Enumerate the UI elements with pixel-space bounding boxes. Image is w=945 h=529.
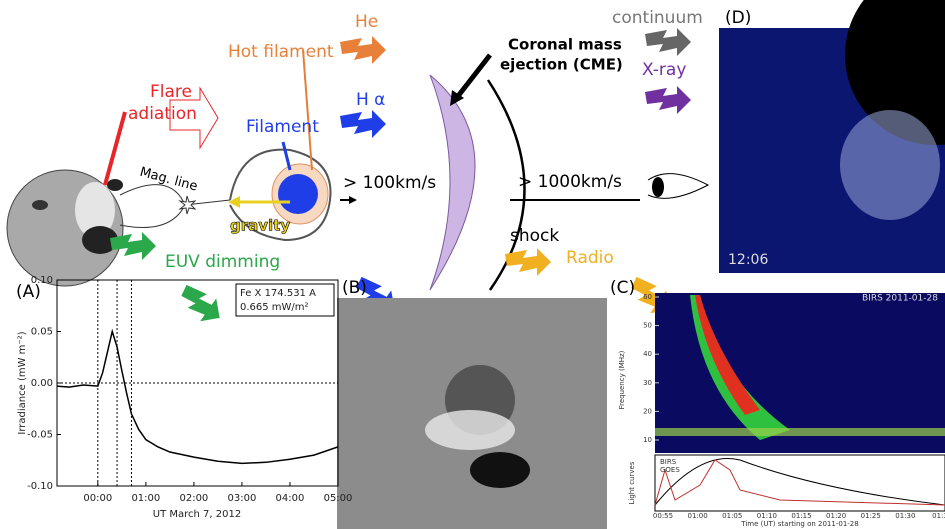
x-tick-label: 00:00 — [83, 493, 112, 504]
y-tick-label: 30 — [643, 379, 652, 387]
x-tick-label: 03:00 — [228, 493, 257, 504]
label: He — [355, 12, 378, 32]
y-tick-label: 0.05 — [31, 327, 53, 338]
legend: 0.665 mW/m² — [240, 302, 309, 313]
x-tick-label: 00:55 — [653, 512, 673, 520]
y-tick-label: -0.05 — [27, 430, 53, 441]
label: Coronal mass — [508, 36, 622, 54]
goes-curve — [654, 458, 945, 506]
x-tick-label: 05:00 — [324, 493, 353, 504]
y-tick-label: 10 — [643, 436, 652, 444]
xray-arrow — [645, 86, 691, 114]
irradiance-line — [56, 328, 339, 465]
flare-arrow — [103, 111, 127, 186]
panel-label: (A) — [16, 282, 41, 302]
light-curve-box — [654, 454, 945, 512]
mag-line — [119, 184, 186, 228]
sunspot — [32, 200, 48, 210]
y-tick-label: 20 — [643, 407, 652, 415]
label: continuum — [612, 8, 703, 28]
panel-label: (C) — [610, 278, 635, 298]
y-tick-label: 50 — [643, 322, 652, 330]
pupil — [652, 177, 664, 197]
label: Filament — [246, 117, 319, 137]
arrow-head — [450, 90, 464, 106]
h-alpha-arrow — [340, 110, 386, 138]
label: H α — [356, 90, 385, 110]
birs-curve — [654, 459, 945, 506]
sunspot — [82, 226, 118, 254]
sunspot — [107, 179, 123, 191]
filament-body — [278, 174, 318, 214]
bright-region — [425, 410, 515, 450]
label: adiation — [128, 104, 197, 124]
dynamic: -0.10 -0.05 0.00 0.05 0.10 00:00 01:00 02:00 03:… — [27, 275, 945, 520]
legend: BIRS — [660, 458, 677, 466]
label: X-ray — [642, 60, 686, 80]
eye — [647, 173, 710, 199]
flare-emission — [169, 86, 219, 150]
label: shock — [510, 226, 559, 246]
label: gravity — [230, 217, 290, 235]
label: Radio — [566, 248, 614, 268]
loop — [229, 148, 332, 242]
label: > 100km/s — [343, 173, 436, 193]
x-tick-label: 01:05 — [722, 512, 742, 520]
filament-arrow — [281, 141, 292, 171]
shock-front — [486, 79, 526, 291]
axis-label: Frequency (MHz) — [618, 350, 626, 409]
y-tick-label: 0.10 — [31, 275, 53, 286]
y-tick-label: 60 — [643, 293, 652, 301]
axis-label: Light curves — [628, 461, 636, 504]
cme-arrow — [453, 53, 492, 102]
burst — [695, 295, 760, 415]
timestamp: 12:06 — [728, 252, 768, 268]
title: BIRS 2011-01-28 — [862, 294, 938, 304]
dark-region — [470, 452, 530, 488]
label: EUV dimming — [165, 252, 280, 272]
label: Mag. line — [138, 165, 199, 195]
panel-label: (B) — [342, 278, 367, 298]
flare-region — [75, 182, 115, 238]
x-tick-label: 01:00 — [131, 493, 160, 504]
legend: GOES — [660, 466, 680, 474]
x-tick-label: 01:25 — [861, 512, 881, 520]
reconnection — [178, 195, 197, 215]
y-tick-label: 40 — [643, 350, 652, 358]
x-tick-label: 01:10 — [757, 512, 777, 520]
x-tick-label: 01:20 — [826, 512, 846, 520]
euv-arrow — [173, 280, 228, 330]
x-tick-label: 01:00 — [688, 512, 708, 520]
axis-label: Irradiance (mW m⁻²) — [17, 331, 28, 434]
y-tick-label: 0.00 — [31, 378, 53, 389]
band — [655, 428, 945, 436]
cme-image — [840, 110, 940, 220]
x-tick-label: 01:15 — [791, 512, 811, 520]
axis-label: Time (UT) starting on 2011-01-28 — [740, 520, 858, 528]
occulter — [845, 0, 945, 145]
panel-label: (D) — [725, 8, 751, 28]
arrow-head — [228, 196, 240, 208]
label: > 1000km/s — [518, 172, 622, 192]
y-tick-label: -0.10 — [27, 481, 53, 492]
legend: Fe X 174.531 A — [240, 288, 316, 299]
label: Hot filament — [228, 42, 334, 62]
arrow-head — [349, 196, 357, 204]
label: Flare — [150, 82, 192, 102]
axis-label: UT March 7, 2012 — [153, 509, 241, 520]
legend-box — [235, 283, 335, 317]
he-arrow — [340, 36, 386, 64]
cme — [429, 74, 476, 291]
x-tick-label: 01:3 — [932, 512, 945, 520]
label: ejection (CME) — [500, 56, 623, 74]
continuum-arrow — [645, 28, 691, 56]
x-tick-label: 04:00 — [276, 493, 305, 504]
x-tick-label: 02:00 — [179, 493, 208, 504]
hot-filament-arrow — [302, 49, 313, 171]
x-tick-label: 01:30 — [895, 512, 915, 520]
